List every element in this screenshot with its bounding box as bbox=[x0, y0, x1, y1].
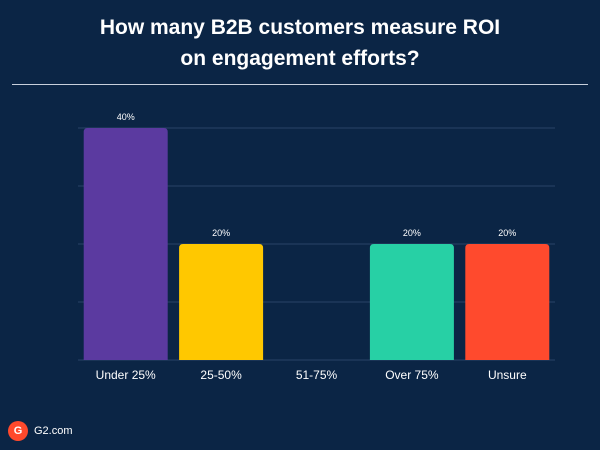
data-label-0: 40% bbox=[117, 112, 135, 122]
brand-footer: G G2.com bbox=[8, 420, 73, 442]
chart-title-line-2: on engagement efforts? bbox=[180, 47, 420, 70]
chart-title-line-1: How many B2B customers measure ROI bbox=[99, 16, 501, 39]
bar-1 bbox=[179, 244, 264, 360]
chart-title: How many B2B customers measure ROI on en… bbox=[0, 12, 600, 74]
brand-text: G2.com bbox=[34, 425, 73, 437]
x-tick-label-3: Over 75% bbox=[385, 368, 439, 382]
bar-3 bbox=[369, 244, 454, 360]
x-tick-label-2: 51-75% bbox=[296, 368, 338, 382]
data-label-4: 20% bbox=[498, 228, 516, 238]
title-divider bbox=[12, 84, 588, 85]
bar-4 bbox=[465, 244, 550, 360]
x-tick-label-4: Unsure bbox=[488, 368, 527, 382]
data-label-1: 20% bbox=[212, 228, 230, 238]
bar-0 bbox=[83, 128, 168, 360]
x-tick-label-1: 25-50% bbox=[200, 368, 242, 382]
g2-logo-icon: G bbox=[8, 421, 28, 441]
data-label-3: 20% bbox=[403, 228, 421, 238]
x-tick-label-0: Under 25% bbox=[96, 368, 156, 382]
